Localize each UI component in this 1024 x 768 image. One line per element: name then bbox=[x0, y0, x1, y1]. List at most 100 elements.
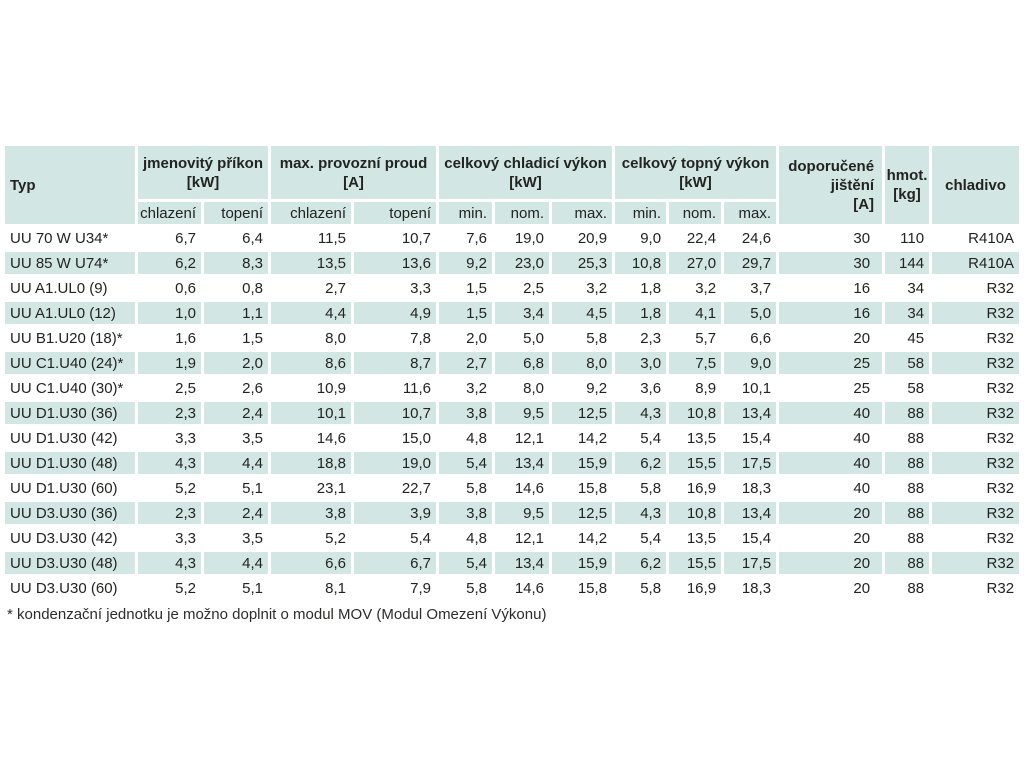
value-cell: 17,5 bbox=[724, 552, 777, 574]
col-group-label: celkový chladicí výkon bbox=[444, 154, 607, 172]
type-cell: UU D3.U30 (36) bbox=[5, 502, 135, 524]
value-cell: R32 bbox=[932, 352, 1020, 374]
value-cell: 9,2 bbox=[552, 377, 613, 399]
col-group-unit: [kW] bbox=[186, 173, 220, 191]
table-row: UU B1.U20 (18)* 1,6 1,5 8,0 7,8 2,0 5,0 5,8 2,3 5… bbox=[5, 327, 1020, 349]
value-cell: 3,9 bbox=[354, 502, 437, 524]
type-cell: UU C1.U40 (24)* bbox=[5, 352, 135, 374]
value-cell: 14,6 bbox=[495, 577, 550, 599]
value-cell: 12,5 bbox=[552, 402, 613, 424]
value-cell: 3,3 bbox=[138, 527, 201, 549]
value-cell: 6,7 bbox=[138, 227, 201, 249]
value-cell: 20 bbox=[779, 577, 883, 599]
value-cell: 5,8 bbox=[615, 477, 667, 499]
col-group-provozni-proud: max. provozní proud [A] bbox=[271, 146, 437, 199]
table-row: UU D3.U30 (48) 4,3 4,4 6,6 6,7 5,4 13,4 15,9 6,2… bbox=[5, 552, 1020, 574]
value-cell: R32 bbox=[932, 502, 1020, 524]
table-body: UU 70 W U34* 6,7 6,4 11,5 10,7 7,6 19,0 20,9 9,0… bbox=[5, 227, 1020, 599]
value-cell: 10,8 bbox=[669, 502, 722, 524]
value-cell: 7,8 bbox=[354, 327, 437, 349]
col-group-topny-vykon: celkový topný výkon [kW] bbox=[615, 146, 777, 199]
value-cell: 1,5 bbox=[204, 327, 268, 349]
value-cell: 1,8 bbox=[615, 277, 667, 299]
value-cell: 0,6 bbox=[138, 277, 201, 299]
value-cell: 8,3 bbox=[204, 252, 268, 274]
value-cell: 5,1 bbox=[204, 577, 268, 599]
value-cell: 13,5 bbox=[271, 252, 351, 274]
value-cell: 58 bbox=[885, 352, 930, 374]
value-cell: 3,8 bbox=[271, 502, 351, 524]
value-cell: R410A bbox=[932, 227, 1020, 249]
value-cell: 15,9 bbox=[552, 452, 613, 474]
value-cell: 6,2 bbox=[138, 252, 201, 274]
col-group-jmenovity-prikon: jmenovitý příkon [kW] bbox=[138, 146, 268, 199]
value-cell: 5,1 bbox=[204, 477, 268, 499]
col-group-chladici-vykon: celkový chladicí výkon [kW] bbox=[439, 146, 613, 199]
value-cell: 11,5 bbox=[271, 227, 351, 249]
table-row: UU D3.U30 (60) 5,2 5,1 8,1 7,9 5,8 14,6 15,8 5,8… bbox=[5, 577, 1020, 599]
value-cell: 22,4 bbox=[669, 227, 722, 249]
value-cell: 6,4 bbox=[204, 227, 268, 249]
value-cell: 40 bbox=[779, 427, 883, 449]
table-row: UU C1.U40 (30)* 2,5 2,6 10,9 11,6 3,2 8,0 9,2 3,… bbox=[5, 377, 1020, 399]
table-row: UU D1.U30 (36) 2,3 2,4 10,1 10,7 3,8 9,5 12,5 4,… bbox=[5, 402, 1020, 424]
type-cell: UU 85 W U74* bbox=[5, 252, 135, 274]
type-cell: UU D1.U30 (48) bbox=[5, 452, 135, 474]
value-cell: 20 bbox=[779, 502, 883, 524]
value-cell: 2,7 bbox=[271, 277, 351, 299]
value-cell: R32 bbox=[932, 277, 1020, 299]
value-cell: 11,6 bbox=[354, 377, 437, 399]
value-cell: 16 bbox=[779, 302, 883, 324]
value-cell: 1,1 bbox=[204, 302, 268, 324]
value-cell: 88 bbox=[885, 452, 930, 474]
value-cell: 10,9 bbox=[271, 377, 351, 399]
value-cell: 20,9 bbox=[552, 227, 613, 249]
value-cell: 88 bbox=[885, 477, 930, 499]
value-cell: 12,1 bbox=[495, 527, 550, 549]
table-row: UU D3.U30 (36) 2,3 2,4 3,8 3,9 3,8 9,5 12,5 4,3 1… bbox=[5, 502, 1020, 524]
value-cell: 15,0 bbox=[354, 427, 437, 449]
value-cell: 88 bbox=[885, 502, 930, 524]
value-cell: 2,5 bbox=[138, 377, 201, 399]
value-cell: 15,9 bbox=[552, 552, 613, 574]
subheader-chlazeni: chlazení bbox=[138, 202, 201, 224]
table-row: UU 85 W U74* 6,2 8,3 13,5 13,6 9,2 23,0 25,3 10,… bbox=[5, 252, 1020, 274]
value-cell: 10,1 bbox=[724, 377, 777, 399]
col-group-unit: [A] bbox=[343, 173, 364, 191]
value-cell: 12,5 bbox=[552, 502, 613, 524]
table-row: UU A1.UL0 (9) 0,6 0,8 2,7 3,3 1,5 2,5 3,2 1,8 3,2… bbox=[5, 277, 1020, 299]
value-cell: 13,5 bbox=[669, 527, 722, 549]
value-cell: R32 bbox=[932, 327, 1020, 349]
value-cell: 4,4 bbox=[204, 452, 268, 474]
value-cell: 40 bbox=[779, 452, 883, 474]
value-cell: 22,7 bbox=[354, 477, 437, 499]
value-cell: 13,4 bbox=[724, 502, 777, 524]
subheader-topeni: topení bbox=[204, 202, 268, 224]
value-cell: 40 bbox=[779, 477, 883, 499]
value-cell: 19,0 bbox=[495, 227, 550, 249]
value-cell: 17,5 bbox=[724, 452, 777, 474]
value-cell: 2,0 bbox=[439, 327, 493, 349]
value-cell: R32 bbox=[932, 427, 1020, 449]
value-cell: 8,0 bbox=[271, 327, 351, 349]
value-cell: 6,2 bbox=[615, 552, 667, 574]
type-cell: UU D3.U30 (48) bbox=[5, 552, 135, 574]
value-cell: 9,0 bbox=[724, 352, 777, 374]
value-cell: 15,4 bbox=[724, 427, 777, 449]
value-cell: 110 bbox=[885, 227, 930, 249]
table-row: UU A1.UL0 (12) 1,0 1,1 4,4 4,9 1,5 3,4 4,5 1,8 4,… bbox=[5, 302, 1020, 324]
value-cell: 1,5 bbox=[439, 302, 493, 324]
value-cell: 19,0 bbox=[354, 452, 437, 474]
value-cell: 1,5 bbox=[439, 277, 493, 299]
value-cell: 5,2 bbox=[138, 477, 201, 499]
value-cell: 9,5 bbox=[495, 402, 550, 424]
type-cell: UU A1.UL0 (12) bbox=[5, 302, 135, 324]
table-row: UU 70 W U34* 6,7 6,4 11,5 10,7 7,6 19,0 20,9 9,0… bbox=[5, 227, 1020, 249]
value-cell: 30 bbox=[779, 227, 883, 249]
value-cell: R32 bbox=[932, 477, 1020, 499]
value-cell: 13,5 bbox=[669, 427, 722, 449]
col-header-chladivo: chladivo bbox=[932, 146, 1020, 224]
value-cell: 25,3 bbox=[552, 252, 613, 274]
value-cell: 14,2 bbox=[552, 527, 613, 549]
value-cell: 2,6 bbox=[204, 377, 268, 399]
